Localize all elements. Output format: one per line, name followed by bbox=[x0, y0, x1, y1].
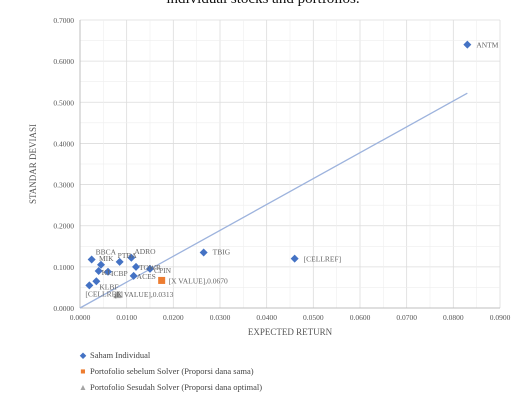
y-tick-label: 0.4000 bbox=[53, 139, 74, 148]
legend-label: Saham Individual bbox=[90, 350, 151, 360]
legend-diamond-icon: ◆ bbox=[79, 349, 87, 360]
legend-item-individual: ◆ Saham Individual bbox=[78, 347, 262, 363]
data-points bbox=[85, 40, 472, 299]
x-tick-label: 0.0200 bbox=[163, 313, 184, 322]
data-point-individual bbox=[132, 262, 140, 271]
y-tick-label: 0.1000 bbox=[53, 263, 74, 272]
x-tick-label: 0.0400 bbox=[256, 313, 277, 322]
x-tick-label: 0.0300 bbox=[210, 313, 231, 322]
data-label: TOWR bbox=[139, 263, 161, 272]
legend-item-optimal-portfolio: ▲ Portofolio Sesudah Solver (Proporsi da… bbox=[78, 379, 262, 395]
y-tick-label: 0.5000 bbox=[53, 98, 74, 107]
legend-square-icon: ■ bbox=[80, 366, 86, 376]
data-point-individual bbox=[92, 277, 101, 286]
data-point-individual bbox=[146, 264, 154, 273]
data-label: [X VALUE],0.0670 bbox=[169, 276, 228, 285]
data-point-individual bbox=[97, 260, 105, 269]
y-tick-label: 0.7000 bbox=[53, 16, 74, 25]
data-label: ADRO bbox=[134, 247, 156, 256]
data-point-individual bbox=[94, 266, 103, 275]
y-tick-label: 0.3000 bbox=[53, 181, 74, 190]
x-tick-label: 0.0100 bbox=[116, 313, 137, 322]
data-label: ACES bbox=[137, 272, 156, 281]
trendline bbox=[79, 92, 468, 309]
data-label: ICBP bbox=[111, 269, 128, 278]
legend-item-equal-portfolio: ■ Portofolio sebelum Solver (Proporsi da… bbox=[78, 363, 262, 379]
y-tick-label: 0.6000 bbox=[53, 57, 74, 66]
trend-line bbox=[79, 92, 468, 309]
data-point-individual bbox=[127, 253, 136, 262]
data-point-individual bbox=[115, 257, 124, 266]
x-tick-label: 0.0800 bbox=[443, 313, 464, 322]
x-axis-title: EXPECTED RETURN bbox=[248, 327, 333, 337]
y-axis-title: STANDAR DEVIASI bbox=[28, 124, 38, 204]
figure-caption: individual stocks and portfolios. bbox=[0, 0, 526, 8]
x-tick-label: 0.0900 bbox=[490, 313, 511, 322]
y-tick-label: 0.2000 bbox=[53, 222, 74, 231]
data-point-individual bbox=[290, 254, 299, 263]
data-point-individual bbox=[129, 271, 138, 280]
x-tick-label: 0.0700 bbox=[396, 313, 417, 322]
data-label: TBIG bbox=[213, 247, 231, 256]
data-point-individual bbox=[85, 281, 94, 290]
legend-label: Portofolio sebelum Solver (Proporsi dana… bbox=[90, 366, 254, 376]
data-label: [CELLREF] bbox=[85, 289, 123, 298]
data-label: MIK bbox=[99, 254, 114, 263]
data-point-equal-portfolio bbox=[158, 276, 166, 284]
data-label: KL bbox=[102, 268, 112, 277]
data-label: CPIN bbox=[154, 266, 172, 275]
x-tick-label: 0.0600 bbox=[350, 313, 371, 322]
axes: 0.0000 0.0100 0.0200 0.0300 0.0400 0.0500 0.06… bbox=[28, 16, 511, 337]
data-label: PTBA bbox=[118, 251, 138, 260]
x-tick-label: 0.0000 bbox=[70, 313, 91, 322]
data-point-individual bbox=[199, 248, 208, 257]
legend-label: Portofolio Sesudah Solver (Proporsi dana… bbox=[90, 382, 263, 392]
data-label: ANTM bbox=[476, 41, 498, 50]
data-point-optimal-portfolio bbox=[113, 291, 122, 299]
chart-legend: ◆ Saham Individual ■ Portofolio sebelum … bbox=[78, 347, 262, 395]
data-label: KLBF bbox=[99, 282, 118, 291]
data-label: [X VALUE],0.0313 bbox=[114, 290, 173, 299]
data-point-individual bbox=[104, 267, 112, 276]
data-label: BBCA bbox=[96, 247, 117, 256]
data-point-individual bbox=[87, 255, 96, 264]
legend-triangle-icon: ▲ bbox=[78, 382, 88, 392]
data-point-individual bbox=[463, 40, 472, 49]
x-tick-label: 0.0500 bbox=[303, 313, 324, 322]
y-tick-label: 0.0000 bbox=[53, 304, 74, 313]
data-label: [CELLREF] bbox=[304, 255, 342, 264]
